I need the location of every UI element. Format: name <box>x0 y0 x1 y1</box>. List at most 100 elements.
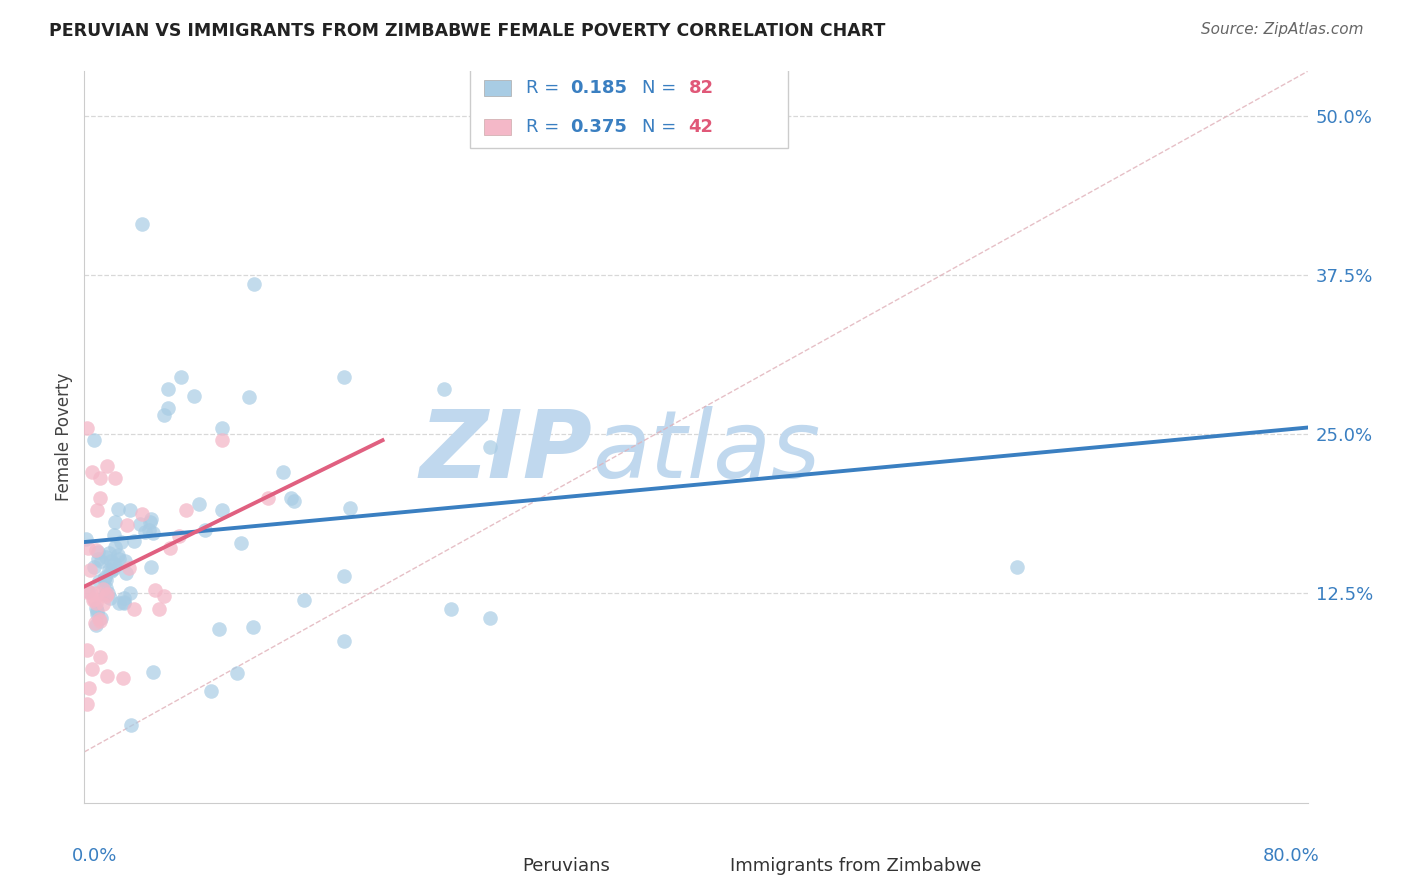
Point <box>478 611 501 625</box>
Text: 82: 82 <box>689 78 714 96</box>
Point <box>91 582 114 596</box>
Point <box>211 434 233 448</box>
Point <box>98 563 121 577</box>
Point <box>138 523 160 537</box>
Point <box>97 546 120 560</box>
Point <box>211 420 233 434</box>
Point <box>115 566 138 580</box>
Point <box>82 593 104 607</box>
Point <box>141 512 163 526</box>
Text: 42: 42 <box>689 118 714 136</box>
Point <box>79 563 101 577</box>
Point <box>112 591 135 605</box>
Point <box>76 585 98 599</box>
Point <box>107 596 129 610</box>
Point <box>211 503 233 517</box>
Point <box>478 440 501 454</box>
Point <box>103 562 125 576</box>
Point <box>208 623 231 637</box>
Point <box>77 583 100 598</box>
Point <box>134 524 156 539</box>
Point <box>103 528 125 542</box>
FancyBboxPatch shape <box>470 64 787 148</box>
Text: Peruvians: Peruvians <box>522 856 610 875</box>
Point <box>76 643 98 657</box>
Text: N =: N = <box>643 118 682 136</box>
Point <box>110 535 132 549</box>
Text: Source: ZipAtlas.com: Source: ZipAtlas.com <box>1201 22 1364 37</box>
Point <box>257 491 280 505</box>
Point <box>83 559 105 574</box>
Point <box>89 649 111 664</box>
Point <box>112 597 135 611</box>
Point <box>80 662 103 676</box>
Point <box>87 611 110 625</box>
Point <box>104 540 127 554</box>
Point <box>94 574 117 588</box>
Text: 0.0%: 0.0% <box>72 847 118 864</box>
Point <box>283 493 305 508</box>
Point <box>93 572 115 586</box>
Point <box>98 591 121 606</box>
Point <box>96 587 118 601</box>
Point <box>333 634 356 648</box>
Point <box>159 541 181 555</box>
Point <box>90 554 112 568</box>
Point <box>333 569 356 583</box>
Point <box>89 614 111 628</box>
Point <box>120 717 142 731</box>
Point <box>94 549 117 564</box>
Bar <box>484 120 512 136</box>
Point <box>333 369 356 384</box>
Text: ZIP: ZIP <box>419 406 592 498</box>
Point <box>271 465 294 479</box>
Point <box>89 471 111 485</box>
Point <box>120 503 142 517</box>
Point <box>96 589 118 603</box>
Point <box>157 383 180 397</box>
Point <box>170 369 193 384</box>
Point <box>188 497 211 511</box>
Point <box>100 564 122 578</box>
Point <box>114 595 136 609</box>
Point <box>107 549 129 563</box>
Point <box>139 515 162 529</box>
Point <box>76 697 98 711</box>
Point <box>93 597 115 611</box>
Point <box>142 665 165 679</box>
Text: Immigrants from Zimbabwe: Immigrants from Zimbabwe <box>730 856 981 875</box>
Text: 80.0%: 80.0% <box>1263 847 1320 864</box>
Point <box>114 554 136 568</box>
Point <box>94 581 117 595</box>
Point <box>84 618 107 632</box>
Point <box>97 585 120 599</box>
Point <box>79 585 101 599</box>
Point <box>100 554 122 568</box>
Point <box>83 615 105 630</box>
Point <box>339 501 361 516</box>
Point <box>238 390 260 404</box>
Point <box>131 217 153 231</box>
Point <box>118 586 141 600</box>
Text: atlas: atlas <box>592 406 820 497</box>
Point <box>226 666 249 681</box>
Point <box>86 596 108 610</box>
Point <box>107 501 129 516</box>
Point <box>115 517 138 532</box>
Point <box>86 586 108 600</box>
Point <box>104 515 127 529</box>
Text: R =: R = <box>526 118 565 136</box>
Point <box>76 420 98 434</box>
Point <box>87 545 110 559</box>
Point <box>1005 560 1028 574</box>
Point <box>83 434 105 448</box>
Point <box>84 542 107 557</box>
Text: 0.375: 0.375 <box>569 118 627 136</box>
Point <box>87 552 110 566</box>
Point <box>77 681 100 696</box>
Point <box>183 389 205 403</box>
Point <box>153 589 176 603</box>
Bar <box>699 858 725 874</box>
Point <box>96 668 118 682</box>
Point <box>153 408 176 422</box>
